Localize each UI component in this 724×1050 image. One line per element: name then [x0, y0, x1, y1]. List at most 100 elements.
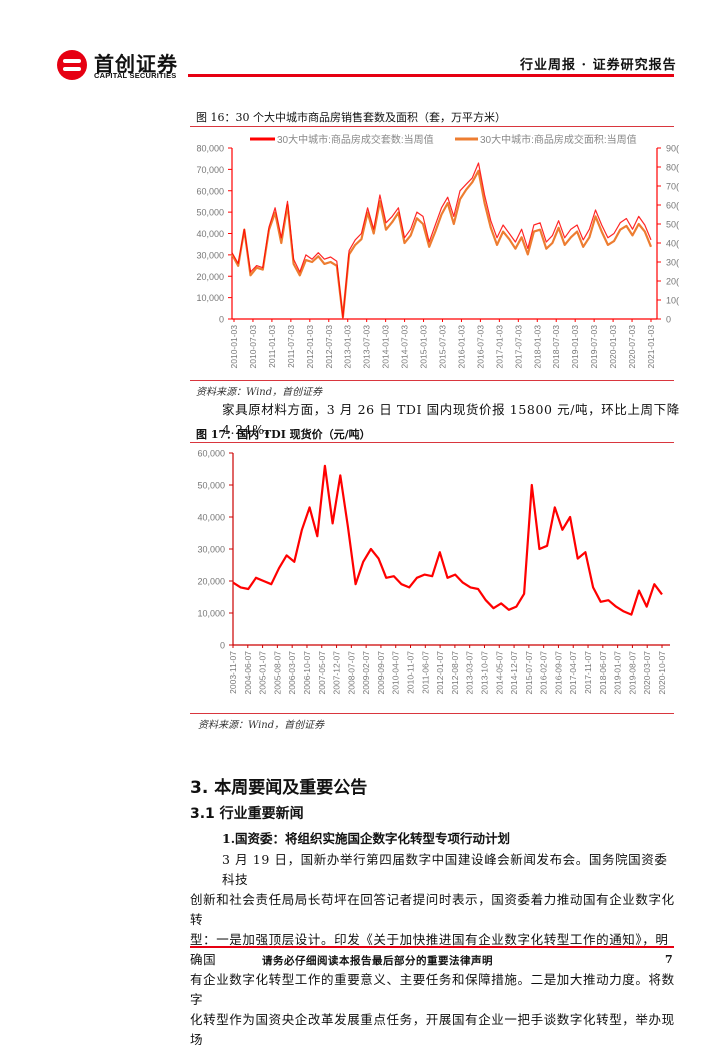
svg-text:2013-07-03: 2013-07-03: [362, 325, 372, 369]
svg-text:2019-07-03: 2019-07-03: [589, 325, 599, 369]
svg-text:70,000: 70,000: [196, 165, 224, 175]
svg-text:50(: 50(: [666, 220, 679, 230]
svg-text:10(: 10(: [666, 296, 679, 306]
right-y-tick-labels: 0 10(20(30(40(50(60(70(80(90(: [657, 144, 679, 325]
svg-text:20,000: 20,000: [196, 272, 224, 282]
news-body: 3 月 19 日，国新办举行第四届数字中国建设峰会新闻发布会。国务院国资委科技 …: [190, 850, 680, 1050]
figure17-caption: 图 17：国内 TDI 现货价（元/吨）: [196, 428, 371, 441]
svg-text:2017-07-03: 2017-07-03: [513, 325, 523, 369]
svg-text:90(: 90(: [666, 144, 679, 154]
logo-icon: [57, 50, 87, 80]
svg-text:70(: 70(: [666, 182, 679, 192]
svg-text:10,000: 10,000: [197, 609, 225, 619]
svg-text:2015-07-03: 2015-07-03: [438, 325, 448, 369]
svg-text:2014-05-07: 2014-05-07: [494, 651, 504, 695]
svg-text:0: 0: [666, 315, 671, 325]
svg-text:40(: 40(: [666, 239, 679, 249]
figure16-bottom-rule: [190, 380, 674, 381]
svg-text:2020-10-07: 2020-10-07: [657, 651, 667, 695]
news-line: 化转型作为国资央企改革发展重点任务，开展国有企业一把手谈数字化转型，举办现场: [190, 1012, 675, 1047]
figure16-source: 资料来源：Wind，首创证券: [196, 387, 323, 398]
svg-text:2018-06-07: 2018-06-07: [598, 651, 608, 695]
svg-text:2007-12-07: 2007-12-07: [332, 651, 342, 695]
svg-text:2014-07-03: 2014-07-03: [400, 325, 410, 369]
svg-text:2015-01-03: 2015-01-03: [419, 325, 429, 369]
svg-text:0: 0: [219, 315, 224, 325]
page-number: 7: [665, 953, 673, 966]
figure16-chart: 30大中城市:商品房成交套数:当周值 30大中城市:商品房成交面积:当周值 0 1…: [196, 133, 679, 368]
footer-divider: [190, 946, 674, 948]
figure16-caption: 图 16：30 个大中城市商品房销售套数及面积（套，万平方米）: [196, 111, 506, 124]
svg-text:2014-01-03: 2014-01-03: [381, 325, 391, 369]
svg-text:2010-01-03: 2010-01-03: [229, 325, 239, 369]
svg-text:2012-07-03: 2012-07-03: [324, 325, 334, 369]
news-title: 1.国资委：将组织实施国企数字化转型专项行动计划: [222, 831, 511, 846]
svg-text:50,000: 50,000: [196, 208, 224, 218]
svg-text:2020-07-03: 2020-07-03: [627, 325, 637, 369]
svg-text:2005-08-07: 2005-08-07: [272, 651, 282, 695]
svg-text:30,000: 30,000: [197, 545, 225, 555]
svg-text:2006-10-07: 2006-10-07: [302, 651, 312, 695]
svg-text:20,000: 20,000: [197, 577, 225, 587]
svg-text:80(: 80(: [666, 163, 679, 173]
series-area-line: [231, 169, 653, 319]
legend-label-units: 30大中城市:商品房成交套数:当周值: [277, 133, 434, 146]
x-tick-labels: 2003-11-07 2004-06-07 2005-01-07 2005-08-07…: [228, 645, 667, 694]
svg-text:10,000: 10,000: [196, 293, 224, 303]
x-tick-labels: 2010-01-03 2010-07-03 2011-01-03 2011-07-03…: [229, 319, 656, 368]
legend-label-area: 30大中城市:商品房成交面积:当周值: [480, 133, 637, 146]
svg-text:2020-03-07: 2020-03-07: [642, 651, 652, 695]
news-line: 创新和社会责任局局长苟坪在回答记者提问时表示，国资委着力推动国有企业数字化转: [190, 892, 675, 927]
svg-text:0: 0: [220, 641, 225, 651]
y-tick-labels: 0 10,000 20,000 30,000 40,000 50,000 60,000: [197, 449, 233, 651]
svg-text:2003-11-07: 2003-11-07: [228, 651, 238, 694]
svg-text:2016-02-07: 2016-02-07: [539, 651, 549, 695]
series-tdi-line: [232, 464, 663, 616]
svg-text:2019-01-07: 2019-01-07: [613, 651, 623, 695]
svg-text:2012-08-07: 2012-08-07: [450, 651, 460, 695]
svg-text:80,000: 80,000: [196, 144, 224, 154]
svg-text:2019-08-07: 2019-08-07: [627, 651, 637, 695]
svg-text:2013-03-07: 2013-03-07: [465, 651, 475, 695]
svg-text:2010-07-03: 2010-07-03: [248, 325, 258, 369]
svg-text:30,000: 30,000: [196, 250, 224, 260]
svg-text:2013-01-03: 2013-01-03: [343, 325, 353, 369]
svg-text:2010-04-07: 2010-04-07: [391, 651, 401, 695]
logo-en-text: CAPITAL SECURITIES: [94, 71, 177, 80]
svg-text:40,000: 40,000: [196, 229, 224, 239]
subsection-heading: 3.1 行业重要新闻: [190, 806, 304, 822]
svg-text:2006-03-07: 2006-03-07: [287, 651, 297, 695]
svg-text:2009-02-07: 2009-02-07: [361, 651, 371, 695]
tdi-paragraph: 家具原材料方面，3 月 26 日 TDI 国内现货价报 15800 元/吨，环比…: [222, 402, 680, 437]
svg-text:2016-09-07: 2016-09-07: [553, 651, 563, 695]
figure17-top-rule: [190, 442, 674, 443]
svg-text:2021-01-03: 2021-01-03: [646, 325, 656, 369]
section-heading: 3. 本周要闻及重要公告: [190, 778, 368, 798]
svg-text:2016-07-03: 2016-07-03: [475, 325, 485, 369]
svg-text:2017-11-07: 2017-11-07: [583, 651, 593, 694]
svg-text:2020-01-03: 2020-01-03: [608, 325, 618, 369]
svg-text:2008-07-07: 2008-07-07: [346, 651, 356, 695]
news-line: 有企业数字化转型工作的重要意义、主要任务和保障措施。二是加大推动力度。将数字: [190, 972, 675, 1007]
svg-text:2009-09-07: 2009-09-07: [376, 651, 386, 695]
svg-text:50,000: 50,000: [197, 481, 225, 491]
svg-text:60,000: 60,000: [197, 449, 225, 459]
report-type-title: 行业周报 · 证券研究报告: [520, 58, 677, 73]
svg-text:2018-07-03: 2018-07-03: [551, 325, 561, 369]
svg-text:2005-01-07: 2005-01-07: [258, 651, 268, 695]
svg-text:2004-06-07: 2004-06-07: [243, 651, 253, 695]
svg-text:60,000: 60,000: [196, 186, 224, 196]
left-y-tick-labels: 0 10,000 20,000 30,000 40,000 50,000 60,000 70,…: [196, 144, 232, 325]
svg-text:2013-10-07: 2013-10-07: [479, 651, 489, 695]
svg-text:2018-01-03: 2018-01-03: [532, 325, 542, 369]
svg-text:20(: 20(: [666, 277, 679, 287]
figure17-source: 资料来源：Wind，首创证券: [198, 720, 325, 731]
header-divider: [188, 74, 674, 77]
svg-text:2011-06-07: 2011-06-07: [420, 651, 430, 694]
figure17-chart: 0 10,000 20,000 30,000 40,000 50,000 60,000 20…: [197, 449, 670, 694]
svg-text:40,000: 40,000: [197, 513, 225, 523]
news-line: 3 月 19 日，国新办举行第四届数字中国建设峰会新闻发布会。国务院国资委科技: [222, 852, 668, 887]
svg-text:2016-01-03: 2016-01-03: [456, 325, 466, 369]
logo-cn-text: 首创证券: [94, 52, 178, 76]
svg-text:2015-07-07: 2015-07-07: [524, 651, 534, 695]
